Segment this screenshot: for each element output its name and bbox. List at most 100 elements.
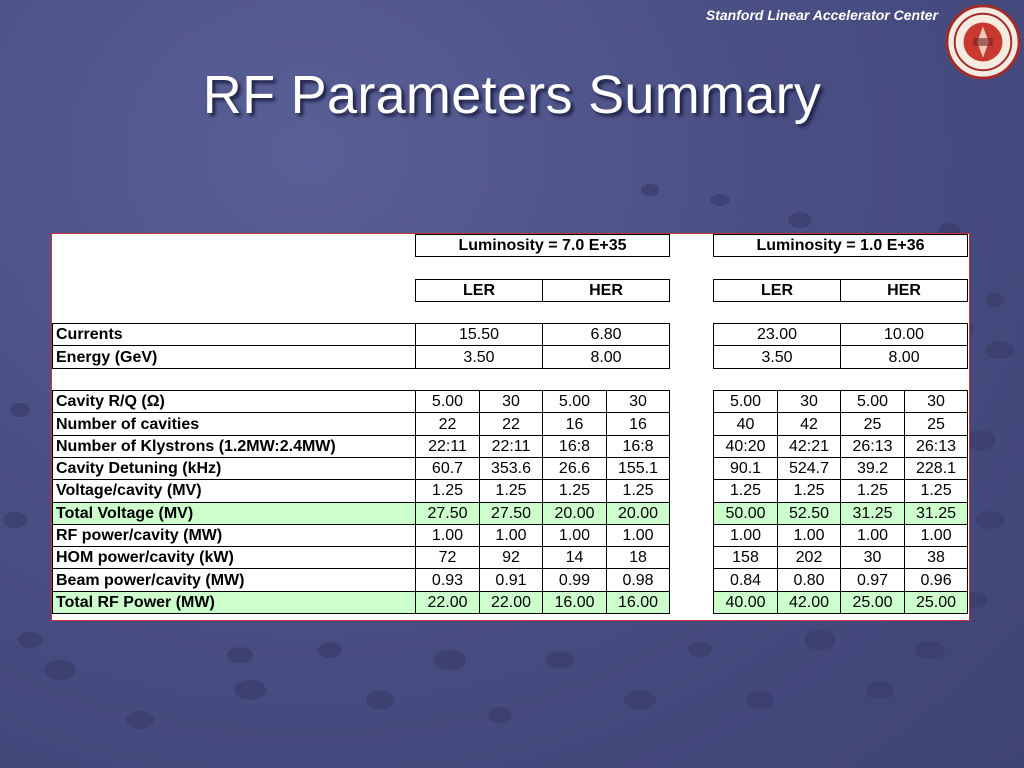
gap-cell <box>670 480 714 502</box>
empty-cell <box>53 257 970 279</box>
row-label: RF power/cavity (MW) <box>52 523 416 548</box>
gap-cell <box>670 502 714 524</box>
row-label: Cavity R/Q (Ω) <box>52 390 416 414</box>
value-cell: 27.50 <box>479 501 543 525</box>
value-cell: 22.00 <box>415 590 480 615</box>
value-cell: 25.00 <box>904 590 969 615</box>
spacer-row <box>53 368 970 390</box>
value-cell: 52.50 <box>777 501 842 525</box>
value-cell: 72 <box>415 546 480 570</box>
value-cell: 1.00 <box>840 523 906 548</box>
table-row-highlight: Total Voltage (MV) 27.50 27.50 20.00 20.00 50… <box>52 501 970 525</box>
value-cell: 31.25 <box>840 501 906 525</box>
row-label: Energy (GeV) <box>52 345 416 369</box>
empty-cell <box>968 413 970 435</box>
gap-cell <box>670 279 714 301</box>
empty-cell <box>968 391 970 413</box>
empty-cell <box>968 279 970 301</box>
value-cell: 14 <box>542 546 607 570</box>
value-cell: 22 <box>415 412 480 436</box>
value-cell: 1.00 <box>605 523 671 548</box>
value-cell: 30 <box>777 390 842 414</box>
row-label: Number of cavities <box>52 412 416 436</box>
value-cell: 353.6 <box>479 456 543 481</box>
value-cell: 16 <box>605 412 671 436</box>
organization-name: Stanford Linear Accelerator Center <box>705 7 938 23</box>
group-header-row: Luminosity = 7.0 E+35 Luminosity = 1.0 E+… <box>53 233 970 258</box>
value-cell: 5.00 <box>415 390 480 414</box>
value-cell: 1.25 <box>713 479 779 503</box>
value-cell: 0.96 <box>904 568 969 592</box>
value-cell: 5.00 <box>713 390 779 414</box>
ring-header: LER <box>713 278 842 302</box>
value-cell: 10.00 <box>840 323 969 347</box>
value-cell: 26.6 <box>542 456 607 481</box>
value-cell: 8.00 <box>840 345 969 369</box>
value-cell: 0.97 <box>840 568 906 592</box>
value-cell: 20.00 <box>542 501 607 525</box>
value-cell: 5.00 <box>840 390 906 414</box>
value-cell: 1.25 <box>777 479 842 503</box>
value-cell: 6.80 <box>541 323 671 347</box>
value-cell: 0.80 <box>777 568 842 592</box>
empty-cell <box>968 435 970 457</box>
value-cell: 0.84 <box>713 568 779 592</box>
value-cell: 30 <box>840 546 906 570</box>
value-cell: 202 <box>777 546 842 570</box>
value-cell: 158 <box>713 546 779 570</box>
value-cell: 15.50 <box>415 323 543 347</box>
empty-cell <box>53 279 416 301</box>
value-cell: 1.00 <box>479 523 543 548</box>
value-cell: 16.00 <box>542 590 607 615</box>
value-cell: 155.1 <box>605 456 671 481</box>
value-cell: 1.25 <box>415 479 480 503</box>
empty-cell <box>968 346 970 368</box>
empty-cell <box>968 569 970 591</box>
gap-cell <box>670 524 714 546</box>
table-row: HOM power/cavity (kW) 72 92 14 18 158 202 30 38 <box>52 546 970 570</box>
empty-cell <box>53 301 970 323</box>
value-cell: 25 <box>840 412 906 436</box>
page-title: RF Parameters Summary <box>202 65 822 125</box>
value-cell: 42:21 <box>777 434 842 458</box>
rf-parameters-table: Luminosity = 7.0 E+35 Luminosity = 1.0 E+… <box>52 233 970 615</box>
table-row: Currents 15.50 6.80 23.00 10.00 <box>52 323 970 347</box>
gap-cell <box>670 391 714 413</box>
table-row: Energy (GeV) 3.50 8.00 3.50 8.00 <box>52 345 970 369</box>
table-row: Cavity Detuning (kHz) 60.7 353.6 26.6 155.1 9… <box>52 456 970 481</box>
value-cell: 16:8 <box>542 434 607 458</box>
ring-header: HER <box>541 278 671 302</box>
value-cell: 38 <box>904 546 969 570</box>
value-cell: 1.25 <box>840 479 906 503</box>
empty-cell <box>53 368 970 390</box>
value-cell: 16.00 <box>605 590 671 615</box>
gap-cell <box>670 235 714 257</box>
value-cell: 1.00 <box>777 523 842 548</box>
gap-cell <box>670 547 714 569</box>
value-cell: 20.00 <box>605 501 671 525</box>
value-cell: 27.50 <box>415 501 480 525</box>
value-cell: 16 <box>542 412 607 436</box>
value-cell: 0.93 <box>415 568 480 592</box>
value-cell: 1.25 <box>605 479 671 503</box>
table-row: Cavity R/Q (Ω) 5.00 30 5.00 30 5.00 30 5.00 30 <box>52 390 970 414</box>
value-cell: 3.50 <box>415 345 543 369</box>
value-cell: 42 <box>777 412 842 436</box>
empty-cell <box>968 324 970 346</box>
value-cell: 1.25 <box>479 479 543 503</box>
value-cell: 1.25 <box>542 479 607 503</box>
rf-parameters-table-sheet: Luminosity = 7.0 E+35 Luminosity = 1.0 E+… <box>51 233 970 621</box>
gap-cell <box>670 346 714 368</box>
row-label: Total RF Power (MW) <box>52 590 416 615</box>
row-label: Beam power/cavity (MW) <box>52 568 416 592</box>
value-cell: 30 <box>605 390 671 414</box>
value-cell: 524.7 <box>777 456 842 481</box>
row-label: Cavity Detuning (kHz) <box>52 456 416 481</box>
empty-cell <box>968 591 970 613</box>
value-cell: 25.00 <box>840 590 906 615</box>
value-cell: 26:13 <box>904 434 969 458</box>
value-cell: 5.00 <box>542 390 607 414</box>
empty-cell <box>968 524 970 546</box>
table-row: Voltage/cavity (MV) 1.25 1.25 1.25 1.25 1.25 1… <box>52 479 970 503</box>
value-cell: 1.00 <box>713 523 779 548</box>
